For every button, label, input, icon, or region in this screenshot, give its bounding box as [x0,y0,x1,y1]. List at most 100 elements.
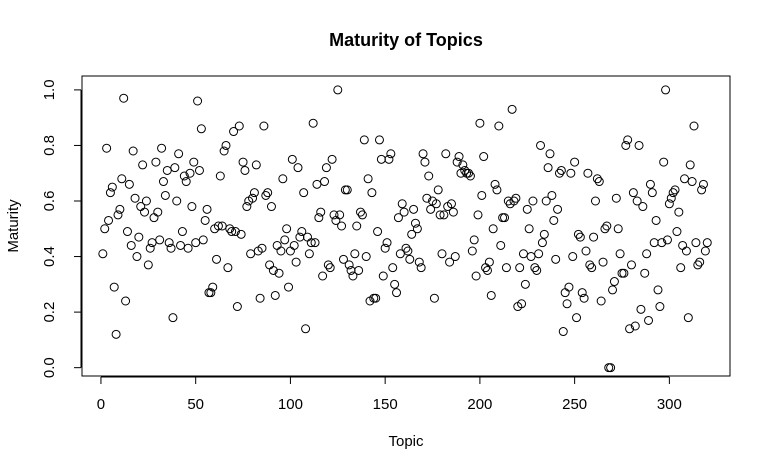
point [344,260,354,270]
point [653,285,663,295]
point [200,215,210,225]
point [259,121,269,131]
point [680,174,690,184]
point [636,304,646,314]
point [661,85,671,95]
point [573,229,583,239]
point [507,104,517,114]
point [293,163,303,173]
point [350,249,360,259]
point [179,171,189,181]
point [590,196,600,206]
point [145,243,155,253]
point [458,160,468,170]
point [450,252,460,262]
point [354,265,364,275]
point [410,218,420,228]
point [338,254,348,264]
point [589,232,599,242]
point [689,121,699,131]
point [109,282,119,292]
point [414,257,424,267]
point [632,196,642,206]
point [98,249,108,259]
point [217,221,227,231]
point [683,313,693,323]
point [634,140,644,150]
point [140,207,150,217]
point [102,143,112,153]
point [335,210,345,220]
point [575,232,585,242]
point [528,196,538,206]
point [299,188,309,198]
point [304,249,314,259]
point [556,165,566,175]
point [126,240,136,250]
point [435,210,445,220]
point [621,140,631,150]
point [657,238,667,248]
point [668,188,678,198]
point [479,152,489,162]
point [121,296,131,306]
point [172,196,182,206]
point [261,190,271,200]
point [554,168,564,178]
y-tick-label: 0.6 [41,191,58,212]
point [384,154,394,164]
point [431,199,441,209]
point [655,302,665,312]
point [227,227,237,237]
point [439,210,449,220]
point [107,182,117,192]
point [490,179,500,189]
point [306,238,316,248]
point [532,265,542,275]
point [477,190,487,200]
point [229,127,239,137]
point [388,263,398,273]
point [403,246,413,256]
point [206,288,216,298]
point [392,288,402,298]
point [323,260,333,270]
point [170,163,180,173]
point [543,163,553,173]
point [541,196,551,206]
point [234,121,244,131]
point [536,140,546,150]
point [187,202,197,212]
point [454,152,464,162]
point [242,202,252,212]
point [249,188,259,198]
point [166,243,176,253]
point [321,163,331,173]
point [644,315,654,325]
point [465,171,475,181]
point [320,177,330,187]
point [697,185,707,195]
point [484,257,494,267]
point [562,299,572,309]
point [274,268,284,278]
point [674,207,684,217]
point [380,243,390,253]
x-tick-label: 0 [97,396,105,413]
point [526,252,536,262]
point [162,165,172,175]
point [189,157,199,167]
point [105,188,115,198]
point [318,271,328,281]
point [695,257,705,267]
x-tick-label: 100 [278,396,303,413]
point [467,246,477,256]
point [418,149,428,159]
point [301,324,311,334]
point [134,232,144,242]
point [524,224,534,234]
point [143,260,153,270]
point [280,235,290,245]
point [698,179,708,189]
chart-title: Maturity of Topics [329,30,483,50]
